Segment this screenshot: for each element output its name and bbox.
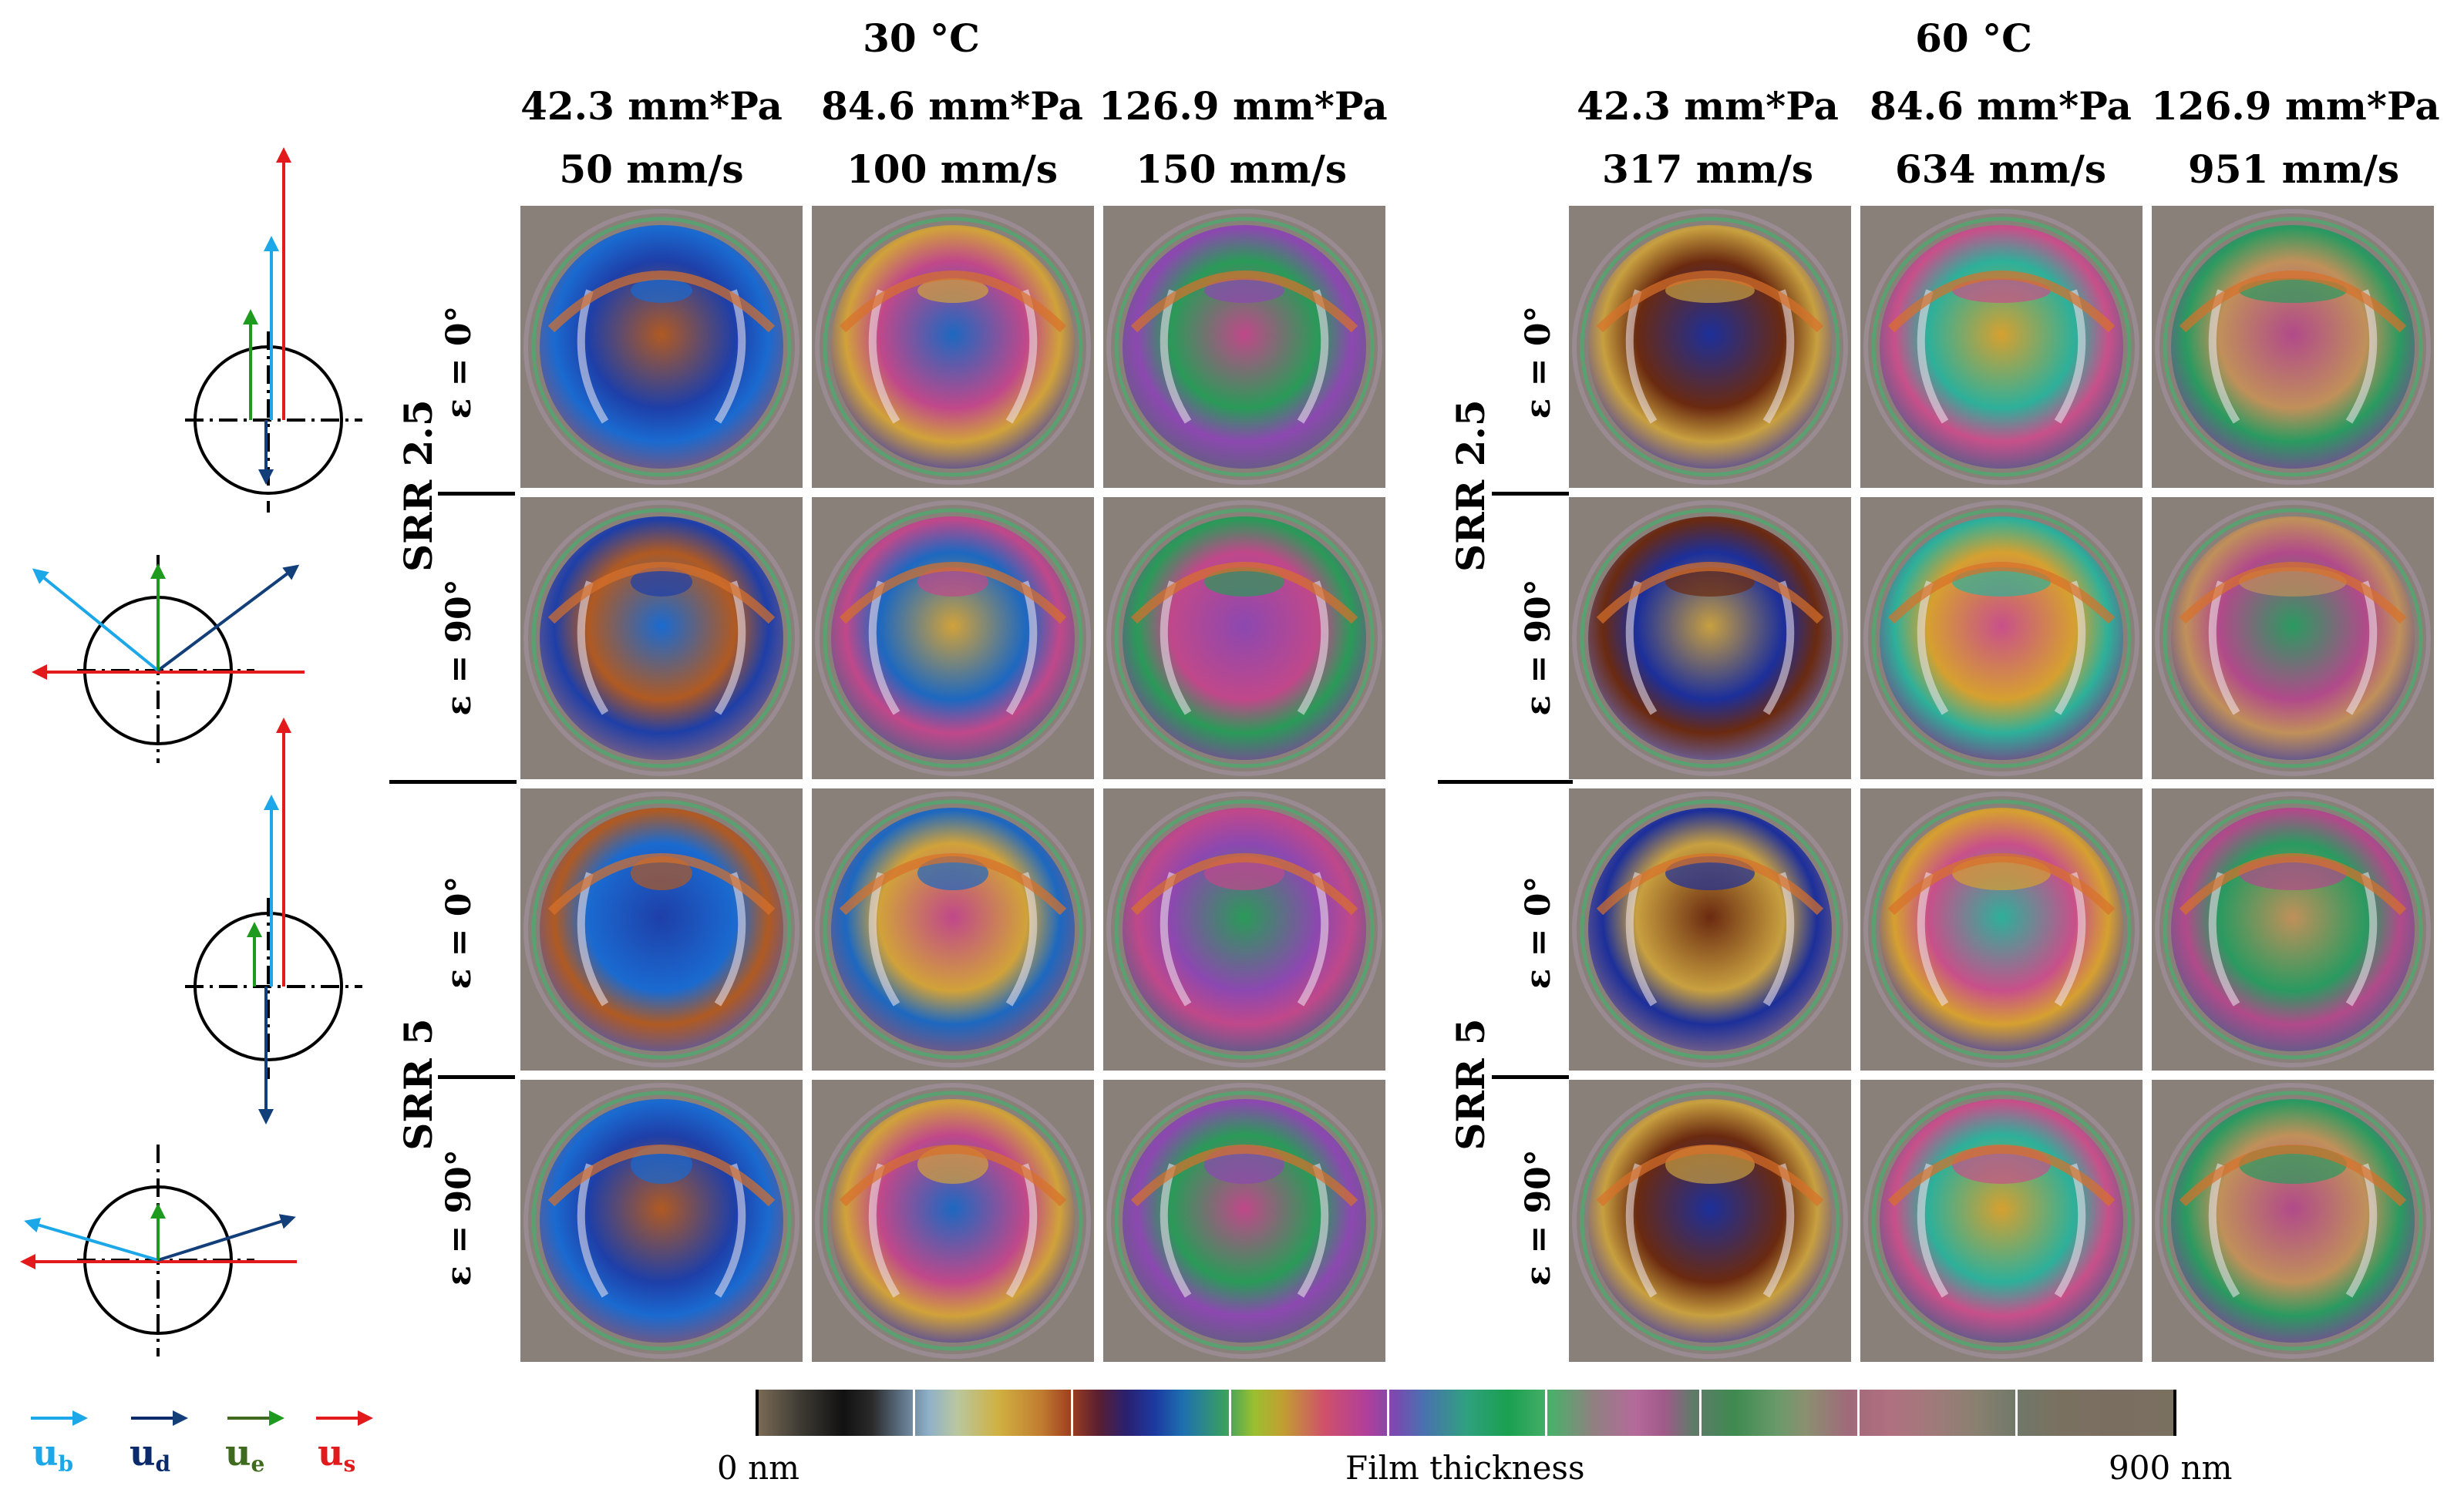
interferogram-image [1103,1080,1385,1362]
speed-header: 150 mm/s [1136,146,1347,192]
epsilon-label: ε = 0° [1519,876,1558,990]
interferogram-image [520,1080,803,1362]
ud-label: ud [130,1432,171,1477]
interferogram-image [1103,497,1385,779]
temperature-header-60: 60 °C [1915,15,2032,61]
colorbar-min-label: 0 nm [717,1449,799,1487]
group-separator [389,780,517,784]
ue-label: ue [225,1432,265,1477]
row-separator [438,1075,515,1079]
interferogram-image [520,206,803,488]
epsilon-label: ε = 90° [439,579,479,716]
colorbar-max-label: 900 nm [2109,1449,2233,1487]
diagram-srr25-eps0 [185,147,362,513]
row-separator [1492,1075,1569,1079]
interferogram-image [2152,1080,2434,1362]
us-label: us [318,1432,356,1477]
film-thickness-colorbar [756,1390,2176,1436]
srr-label: SRR 2.5 [1448,399,1493,572]
colorbar-title: Film thickness [1345,1449,1585,1487]
interferogram-image [812,497,1094,779]
srr-label: SRR 5 [396,1018,441,1151]
interferogram-image [2152,788,2434,1071]
load-header: 84.6 mm*Pa [821,83,1083,129]
load-header: 126.9 mm*Pa [1099,83,1388,129]
speed-header: 100 mm/s [847,146,1058,192]
interferogram-image [1569,497,1851,779]
group-separator [1438,780,1573,784]
load-header: 42.3 mm*Pa [520,83,783,129]
interferogram-image [812,1080,1094,1362]
interferogram-image [812,206,1094,488]
interferogram-image [812,788,1094,1071]
diagram-srr25-eps90 [32,555,305,763]
interferogram-image [2152,206,2434,488]
row-separator [438,492,515,496]
epsilon-label: ε = 90° [1519,579,1558,716]
speed-header: 634 mm/s [1895,146,2106,192]
interferogram-image [1860,1080,2143,1362]
speed-header: 317 mm/s [1602,146,1813,192]
epsilon-label: ε = 0° [439,305,479,419]
load-header: 126.9 mm*Pa [2151,83,2440,129]
interferogram-image [1569,1080,1851,1362]
srr-label: SRR 2.5 [396,399,441,572]
interferogram-image [1569,788,1851,1071]
row-separator [1492,492,1569,496]
interferogram-image [1103,788,1385,1071]
srr-label: SRR 5 [1448,1018,1493,1151]
epsilon-label: ε = 0° [439,876,479,990]
interferogram-image [1860,206,2143,488]
epsilon-label: ε = 90° [1519,1149,1558,1286]
load-header: 42.3 mm*Pa [1577,83,1839,129]
temperature-header-30: 30 °C [863,15,980,61]
interferogram-image [1103,206,1385,488]
speed-header: 951 mm/s [2188,146,2399,192]
interferogram-image [2152,497,2434,779]
ub-label: ub [32,1432,74,1477]
velocity-vector-diagrams [20,147,373,1426]
interferogram-image [520,497,803,779]
speed-header: 50 mm/s [559,146,744,192]
epsilon-label: ε = 90° [439,1149,479,1286]
interferogram-image [1569,206,1851,488]
interferogram-image [1860,788,2143,1071]
interferogram-image [1860,497,2143,779]
load-header: 84.6 mm*Pa [1870,83,2132,129]
interferogram-image [520,788,803,1071]
epsilon-label: ε = 0° [1519,305,1558,419]
diagram-srr5-eps90 [20,1145,297,1356]
diagram-srr5-eps0 [185,718,362,1124]
